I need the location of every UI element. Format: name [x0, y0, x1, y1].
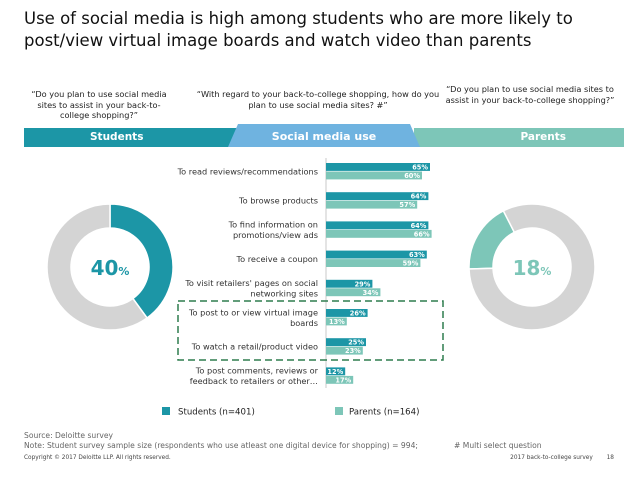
legend-students-label: Students (n=401): [178, 408, 255, 418]
parents-question: “Do you plan to use social media sites t…: [445, 84, 615, 105]
category-label-7-0: To post comments, reviews or: [195, 366, 319, 376]
copyright: Copyright © 2017 Deloitte LLP. All right…: [24, 455, 171, 461]
students-question: “Do you plan to use social media sites t…: [31, 89, 167, 120]
parents-band: Parents: [414, 128, 624, 147]
students-value-7: 12%: [327, 368, 343, 376]
students-bar-0: [326, 163, 430, 171]
students-value-4: 29%: [355, 280, 371, 288]
legend-parents-swatch: [335, 407, 343, 415]
parents-bar-3: [326, 259, 421, 267]
parents-bar-7: [326, 375, 354, 384]
category-label-0: To read reviews/recommendations: [177, 167, 318, 177]
category-label-5-0: To post to or view virtual image: [188, 307, 318, 317]
parents-bar-6: [326, 346, 363, 355]
parents-bar-0: [326, 171, 422, 180]
students-value-3: 63%: [409, 251, 425, 259]
students-donut-segment-1: [46, 203, 149, 331]
category-label-5-1: boards: [290, 318, 318, 328]
center-band: [228, 124, 420, 147]
legend-students-swatch: [162, 407, 170, 415]
footer-multi-select: # Multi select question: [454, 441, 542, 450]
category-label-3: To receive a coupon: [236, 254, 318, 264]
students-bar-4: [326, 279, 373, 288]
legend-parents-label: Parents (n=164): [349, 408, 419, 418]
parents-value-4: 34%: [363, 289, 379, 297]
category-label-2-1: promotions/view ads: [233, 230, 318, 240]
center-band-label: Social media use: [272, 130, 376, 143]
category-label-2-0: To find information on: [228, 220, 318, 230]
category-label-4-0: To visit retailers' pages on social: [184, 278, 318, 288]
footer-note: Note: Student survey sample size (respon…: [24, 441, 542, 450]
students-bar-3: [326, 250, 427, 259]
parents-value-6: 23%: [345, 347, 361, 355]
category-label-7-1: feedback to retailers or other…: [190, 376, 318, 386]
parents-bar-2: [326, 229, 432, 238]
parents-band-label: Parents: [520, 131, 566, 143]
category-label-1: To browse products: [238, 196, 318, 206]
parents-value-5: 13%: [329, 318, 345, 326]
parents-bar-5: [326, 317, 347, 326]
students-bar-2: [326, 221, 429, 230]
students-value-1: 64%: [411, 193, 427, 201]
parents-value-3: 59%: [403, 260, 419, 268]
footer-source: Source: Deloitte survey: [24, 431, 114, 440]
students-value-0: 65%: [412, 164, 428, 172]
students-value-2: 64%: [411, 222, 427, 230]
social-media-question: “With regard to your back-to-college sho…: [196, 89, 440, 110]
parents-bar-4: [326, 288, 381, 297]
footer-note-text: Note: Student survey sample size (respon…: [24, 441, 418, 450]
page-number: 18: [606, 455, 614, 461]
category-label-6: To watch a retail/product video: [191, 342, 318, 352]
headline: Use of social media is high among studen…: [24, 9, 573, 50]
students-bar-1: [326, 192, 429, 201]
parents-value-0: 60%: [404, 172, 420, 180]
page-footer: 2017 back-to-college survey 18: [510, 455, 614, 461]
students-donut-segment-0: [109, 203, 174, 320]
students-band-label: Students: [90, 131, 144, 143]
parents-donut-label: 18%: [513, 256, 552, 280]
students-bar-6: [326, 338, 366, 347]
students-value-5: 26%: [350, 310, 366, 318]
students-bar-5: [326, 309, 368, 317]
parents-value-7: 17%: [335, 376, 351, 384]
parents-bar-1: [326, 200, 418, 209]
parents-donut-segment-1: [468, 203, 596, 331]
students-band: Students: [24, 128, 238, 147]
parents-value-1: 57%: [399, 201, 415, 209]
report-name: 2017 back-to-college survey: [510, 455, 593, 461]
category-label-4-1: networking sites: [250, 289, 318, 299]
students-value-6: 25%: [348, 339, 364, 347]
parents-value-2: 66%: [414, 230, 430, 238]
students-donut-label: 40%: [91, 256, 130, 280]
students-bar-7: [326, 367, 346, 376]
highlight-box: [177, 300, 444, 361]
